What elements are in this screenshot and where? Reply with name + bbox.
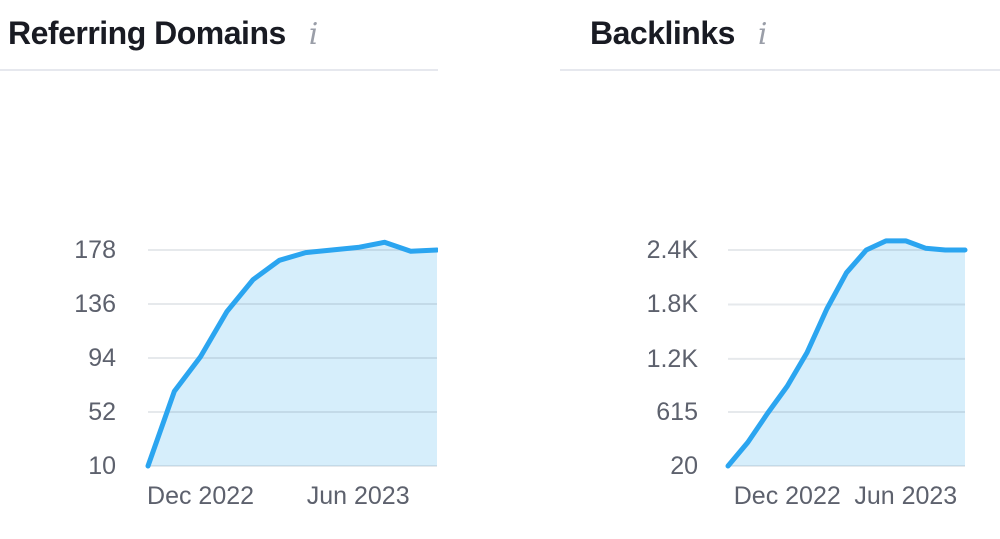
y-axis-tick-label: 2.4K [646, 236, 698, 264]
x-axis-tick-label: Jun 2023 [306, 482, 410, 510]
x-axis-tick-label: Dec 2022 [733, 482, 841, 510]
y-axis-tick-label: 1.2K [646, 344, 698, 373]
backlinks-header: Backlinks i [560, 0, 1000, 71]
referring-domains-title: Referring Domains [8, 15, 286, 51]
x-axis-tick-label: Jun 2023 [854, 482, 958, 510]
backlinks-plot [725, 238, 968, 469]
y-axis-tick-label: 52 [88, 398, 116, 426]
y-axis-tick-label: 178 [74, 236, 116, 264]
info-icon[interactable]: i [757, 17, 768, 52]
x-axis-tick-label: Dec 2022 [147, 482, 255, 510]
trend-line [145, 239, 438, 469]
referring-domains-header: Referring Domains i [0, 0, 438, 71]
y-axis-tick-label: 20 [670, 452, 698, 480]
backlinks-title: Backlinks [590, 15, 735, 51]
y-axis-tick-label: 10 [88, 452, 116, 480]
info-icon[interactable]: i [308, 17, 319, 52]
referring-domains-chart: 178 136 94 52 10 Dec 2022 Jun 2023 [0, 0, 438, 539]
y-axis-tick-label: 1.8K [646, 290, 698, 319]
backlinks-panel: Backlinks i 2.4K 1.8K 1.2K 615 20 Dec 2022 Jun… [560, 0, 1000, 539]
referring-domains-panel: Referring Domains i 178 136 94 52 10 Dec 2022… [0, 0, 438, 539]
area-fill [728, 240, 965, 466]
backlinks-chart: 2.4K 1.8K 1.2K 615 20 Dec 2022 Jun 2023 [560, 0, 1000, 539]
y-axis-tick-label: 136 [74, 290, 116, 318]
referring-domains-plot [145, 239, 438, 469]
trend-line [725, 238, 968, 469]
y-axis-tick-label: 94 [88, 344, 116, 372]
y-axis-tick-label: 615 [656, 398, 698, 426]
area-fill [148, 242, 437, 466]
